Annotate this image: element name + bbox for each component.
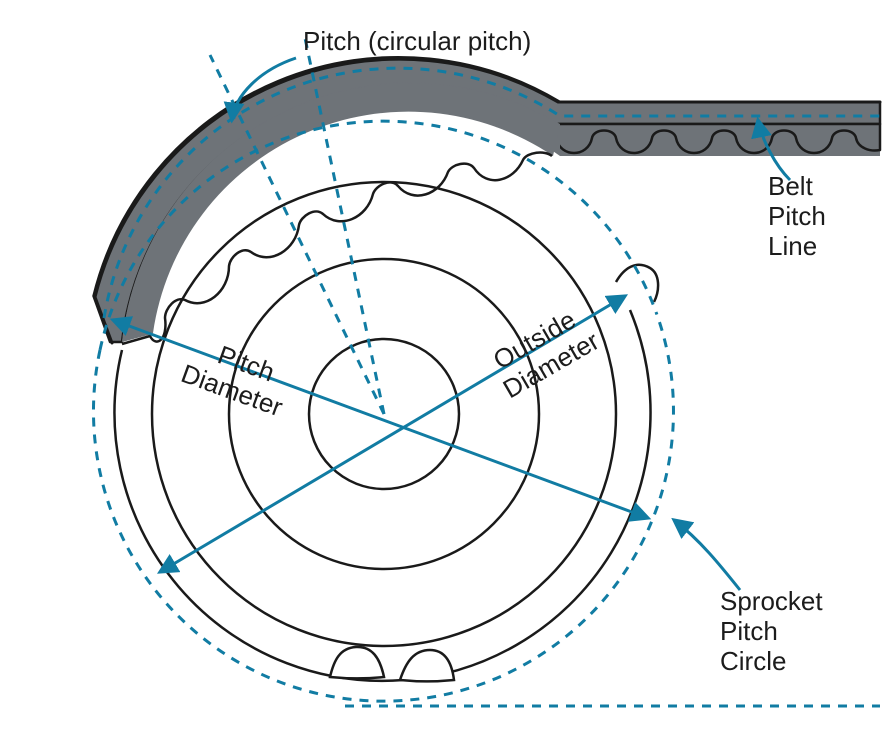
outside-diameter-label: Outside Diameter xyxy=(483,299,605,404)
timing-belt xyxy=(94,57,881,344)
pitch-diameter-label: Pitch Diameter xyxy=(177,330,297,423)
sprocket-pitch-circle-label: Sprocket Pitch Circle xyxy=(720,586,830,676)
belt-pitch-line-label: Belt Pitch Line xyxy=(768,171,833,261)
pitch-title-label: Pitch (circular pitch) xyxy=(303,26,531,56)
bottom-teeth xyxy=(330,647,454,681)
svg-text:Outside Diameter: Outside Diameter xyxy=(483,299,605,404)
svg-text:Pitch Diameter: Pitch Diameter xyxy=(177,330,297,423)
sprocket xyxy=(115,182,659,681)
sprocket-diagram: Pitch (circular pitch) Belt Pitch Line P… xyxy=(0,0,883,756)
